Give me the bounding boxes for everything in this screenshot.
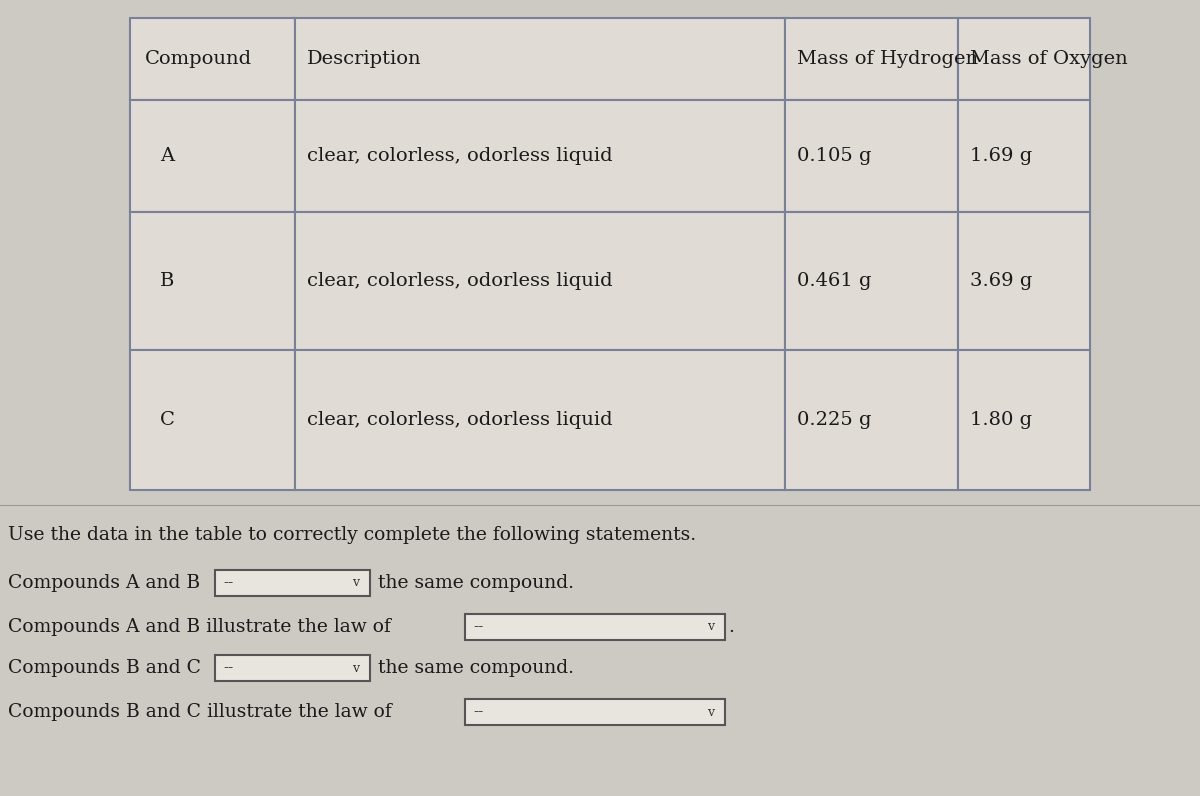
FancyBboxPatch shape — [466, 699, 725, 725]
Polygon shape — [130, 212, 295, 350]
Text: Mass of Oxygen: Mass of Oxygen — [970, 50, 1128, 68]
Text: v: v — [353, 661, 360, 674]
Text: 0.461 g: 0.461 g — [797, 272, 871, 290]
Text: .: . — [728, 618, 734, 636]
Polygon shape — [130, 100, 295, 212]
Text: 1.80 g: 1.80 g — [970, 411, 1032, 429]
Polygon shape — [785, 100, 958, 212]
Text: the same compound.: the same compound. — [378, 659, 574, 677]
Text: --: -- — [223, 576, 233, 590]
Text: B: B — [160, 272, 174, 290]
Text: Compounds B and C: Compounds B and C — [8, 659, 202, 677]
FancyBboxPatch shape — [466, 614, 725, 640]
Polygon shape — [958, 212, 1090, 350]
Text: clear, colorless, odorless liquid: clear, colorless, odorless liquid — [307, 272, 613, 290]
Polygon shape — [785, 212, 958, 350]
Text: C: C — [160, 411, 175, 429]
Text: Compounds A and B illustrate the law of: Compounds A and B illustrate the law of — [8, 618, 391, 636]
Text: 1.69 g: 1.69 g — [970, 147, 1032, 165]
Text: Compounds A and B: Compounds A and B — [8, 574, 200, 592]
Text: --: -- — [223, 661, 233, 675]
Text: v: v — [353, 576, 360, 590]
Text: 0.225 g: 0.225 g — [797, 411, 871, 429]
Polygon shape — [130, 350, 295, 490]
Text: 0.105 g: 0.105 g — [797, 147, 871, 165]
FancyBboxPatch shape — [215, 570, 370, 596]
Text: Compound: Compound — [145, 50, 252, 68]
Polygon shape — [785, 350, 958, 490]
Text: clear, colorless, odorless liquid: clear, colorless, odorless liquid — [307, 411, 613, 429]
Polygon shape — [958, 100, 1090, 212]
Text: 3.69 g: 3.69 g — [970, 272, 1032, 290]
Polygon shape — [958, 350, 1090, 490]
Polygon shape — [958, 18, 1090, 100]
Polygon shape — [295, 350, 785, 490]
Polygon shape — [295, 212, 785, 350]
Text: Compounds B and C illustrate the law of: Compounds B and C illustrate the law of — [8, 703, 391, 721]
FancyBboxPatch shape — [215, 655, 370, 681]
Polygon shape — [295, 100, 785, 212]
Polygon shape — [295, 18, 785, 100]
Text: Mass of Hydrogen: Mass of Hydrogen — [797, 50, 978, 68]
Polygon shape — [785, 18, 958, 100]
Text: --: -- — [473, 620, 484, 634]
Text: clear, colorless, odorless liquid: clear, colorless, odorless liquid — [307, 147, 613, 165]
Text: v: v — [708, 621, 714, 634]
Polygon shape — [130, 18, 295, 100]
Text: --: -- — [473, 705, 484, 719]
Text: v: v — [708, 705, 714, 719]
Text: Description: Description — [307, 50, 421, 68]
Text: Use the data in the table to correctly complete the following statements.: Use the data in the table to correctly c… — [8, 526, 696, 544]
Text: A: A — [160, 147, 174, 165]
Text: the same compound.: the same compound. — [378, 574, 574, 592]
